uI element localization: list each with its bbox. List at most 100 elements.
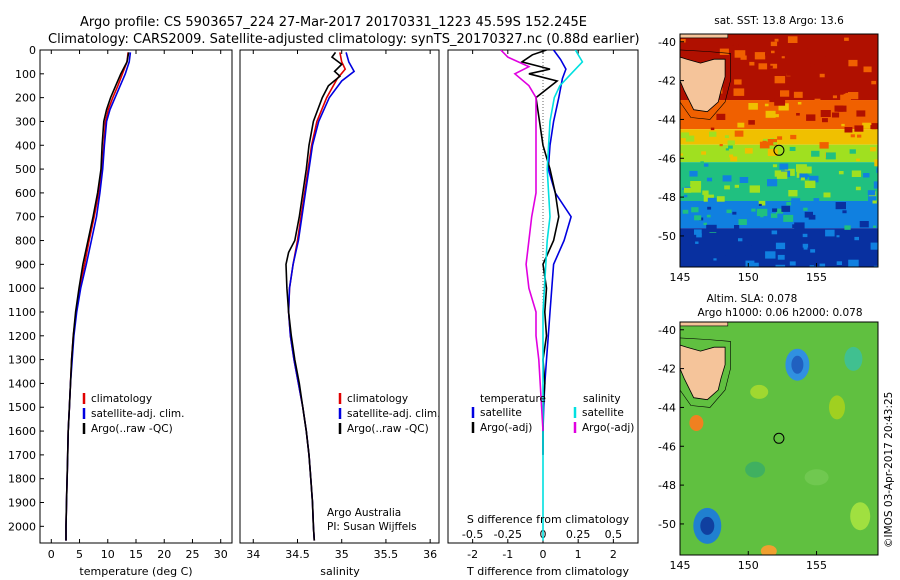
sst-cell [873, 181, 878, 189]
sst-cell [772, 164, 778, 168]
legend-title-temperature: temperature [480, 393, 546, 405]
figure-title-line-2: Climatology: CARS2009. Satellite-adjuste… [48, 32, 640, 47]
x-tick-label: 15 [129, 548, 143, 561]
sst-cell [727, 140, 735, 146]
x-tick-label: 0 [48, 548, 55, 561]
sst-cell [863, 66, 872, 73]
credit-line-2: PI: Susan Wijffels [327, 521, 417, 533]
sst-map-frame [679, 33, 879, 268]
sst-cell [680, 39, 686, 43]
temperature-legend: climatology satellite-adj. clim. Argo(..ra… [82, 393, 184, 435]
sst-cell [783, 214, 794, 222]
s-tick-label: -0.25 [494, 528, 522, 541]
sst-cell [728, 91, 732, 94]
copyright-stamp: ©IMOS 03-Apr-2017 20:43:25 [883, 392, 895, 548]
legend-label: Argo(..raw -QC) [347, 423, 429, 435]
y-tick-label: 2000 [8, 520, 36, 533]
sst-cell [821, 63, 830, 70]
temperature-x-axis: 0 5 10 15 20 25 30 [48, 50, 228, 561]
sla-map-title: Altim. SLA: 0.078 [707, 293, 798, 305]
sst-cell [734, 130, 744, 137]
sst-cell [765, 52, 770, 56]
sst-cell [685, 135, 695, 142]
sla-eddy [829, 395, 845, 420]
sst-cell [773, 142, 778, 145]
sst-cell [854, 125, 864, 132]
sst-cell [766, 71, 774, 77]
sst-cell [749, 61, 755, 66]
sla-eddy [850, 502, 871, 531]
y-tick-label: 900 [15, 258, 36, 271]
legend-title-salinity: salinity [583, 393, 621, 405]
sst-cell [716, 113, 726, 120]
sst-cell [724, 135, 729, 138]
sst-cell [748, 262, 759, 267]
sst-cell [859, 221, 869, 228]
y-tick-label: 1500 [8, 401, 36, 414]
s-difference-label: S difference from climatology [467, 513, 630, 526]
sst-cell [767, 149, 778, 156]
sst-cell [734, 225, 740, 229]
sst-field [680, 34, 878, 267]
sla-map-subtitle: Argo h1000: 0.06 h2000: 0.078 [697, 307, 862, 319]
sst-cell [809, 175, 819, 183]
sst-cell [825, 152, 836, 160]
sst-cell [805, 174, 810, 178]
profile-location-marker [773, 144, 785, 156]
legend-label: Argo(..raw -QC) [91, 423, 173, 435]
map-y-tick-label: -48 [658, 191, 676, 204]
sst-cell [779, 163, 789, 170]
y-tick-label: 1300 [8, 354, 36, 367]
sst-cell [758, 200, 766, 206]
sst-cell [789, 146, 796, 151]
sst-cell [765, 110, 776, 118]
sst-cell [683, 194, 688, 198]
map-y-tick-label: -40 [658, 36, 676, 49]
sst-band [680, 200, 878, 229]
sst-cell [819, 263, 826, 267]
series-line-1 [287, 52, 356, 541]
sst-cell [706, 177, 713, 182]
sst-cell [765, 251, 776, 259]
sst-cell [748, 103, 758, 110]
sst-cell [691, 207, 699, 213]
temperature-panel: 0100200300400500600700800900100011001200… [8, 44, 233, 578]
sst-cell [832, 95, 837, 99]
sst-cell [871, 58, 877, 62]
tasmania-shape [680, 344, 726, 401]
sst-cell [758, 203, 762, 206]
sst-cell [786, 70, 794, 76]
sst-cell [769, 65, 773, 69]
sst-cell [836, 261, 842, 265]
sst-cell [737, 122, 745, 128]
sst-cell [851, 170, 862, 177]
sst-cell [770, 63, 778, 69]
x-tick-label: 2 [610, 548, 617, 561]
series-line-1 [65, 52, 132, 541]
sst-cell [786, 202, 792, 206]
sst-cell [683, 187, 692, 193]
sst-cell [747, 242, 752, 246]
x-tick-label: 10 [101, 548, 115, 561]
sla-eddy [750, 384, 769, 399]
sst-cell [684, 231, 694, 237]
sst-cell [738, 34, 742, 37]
x-tick-label: 34.5 [285, 548, 310, 561]
sst-cell [791, 198, 801, 205]
sst-cell [762, 264, 773, 267]
y-tick-label: 1800 [8, 473, 36, 486]
sst-cell [735, 256, 743, 262]
map-x-tick-label: 150 [738, 271, 759, 284]
shelf-contour [680, 49, 731, 120]
y-tick-label: 100 [15, 68, 36, 81]
x-tick-label: 35 [335, 548, 349, 561]
sst-cell [702, 190, 709, 195]
salinity-legend: climatology satellite-adj. clim. Argo(..ra… [338, 393, 440, 435]
sst-cell [756, 208, 768, 217]
sst-band [680, 144, 878, 163]
legend-label: climatology [91, 393, 152, 405]
sst-cell [744, 148, 753, 154]
sst-cell [695, 241, 699, 244]
sst-cell [774, 38, 779, 42]
x-tick-label: 5 [76, 548, 83, 561]
